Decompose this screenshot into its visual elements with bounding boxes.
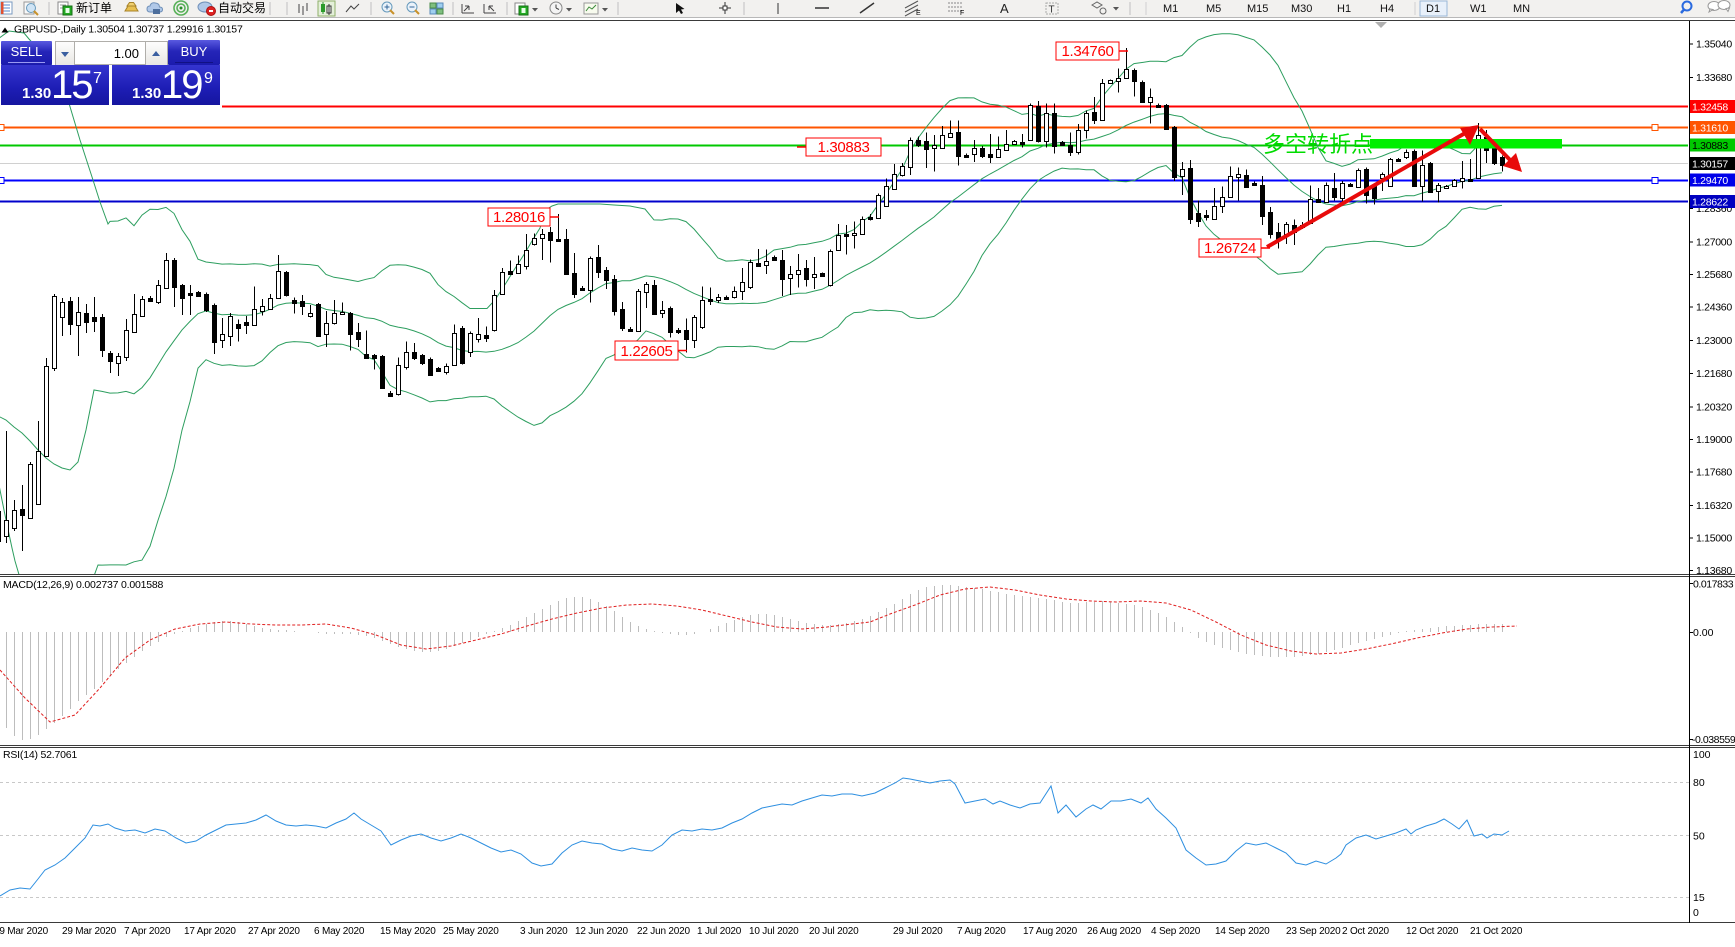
svg-text:1.32458: 1.32458 — [1692, 102, 1728, 114]
svg-text:19 Mar 2020: 19 Mar 2020 — [0, 926, 49, 937]
svg-text:-0.038559: -0.038559 — [1692, 734, 1735, 746]
svg-text:E: E — [916, 10, 921, 17]
svg-text:4 Sep 2020: 4 Sep 2020 — [1151, 926, 1201, 937]
svg-text:12 Oct 2020: 12 Oct 2020 — [1406, 926, 1459, 937]
svg-text:1.15000: 1.15000 — [1696, 532, 1732, 544]
svg-text:1.33680: 1.33680 — [1696, 72, 1732, 84]
svg-text:0.00: 0.00 — [1693, 627, 1714, 639]
svg-text:21 Oct 2020: 21 Oct 2020 — [1470, 926, 1523, 937]
svg-text:1.30157: 1.30157 — [1692, 159, 1728, 171]
svg-text:自动交易: 自动交易 — [218, 0, 266, 15]
svg-text:1.22605: 1.22605 — [620, 343, 672, 360]
svg-text:100: 100 — [1693, 749, 1711, 761]
svg-text:1.28622: 1.28622 — [1692, 197, 1728, 209]
svg-text:1.34760: 1.34760 — [1061, 43, 1113, 60]
svg-text:1.19000: 1.19000 — [1696, 434, 1732, 446]
svg-text:1.28016: 1.28016 — [493, 209, 545, 226]
svg-text:0: 0 — [1693, 907, 1699, 919]
svg-text:25 May 2020: 25 May 2020 — [443, 926, 499, 937]
svg-text:1.24360: 1.24360 — [1696, 302, 1732, 314]
svg-text:RSI(14) 52.7061: RSI(14) 52.7061 — [3, 749, 77, 761]
svg-text:1.30883: 1.30883 — [817, 139, 869, 156]
svg-text:M1: M1 — [1163, 3, 1178, 15]
svg-text:23 Sep 2020: 23 Sep 2020 — [1286, 926, 1341, 937]
svg-text:26 Aug 2020: 26 Aug 2020 — [1087, 926, 1142, 937]
svg-text:7 Aug 2020: 7 Aug 2020 — [957, 926, 1006, 937]
svg-text:29 Jul 2020: 29 Jul 2020 — [893, 926, 943, 937]
svg-text:29 Mar 2020: 29 Mar 2020 — [62, 926, 117, 937]
svg-text:M5: M5 — [1206, 3, 1221, 15]
svg-text:15: 15 — [1693, 892, 1705, 904]
svg-text:1.21680: 1.21680 — [1696, 368, 1732, 380]
svg-text:22 Jun 2020: 22 Jun 2020 — [637, 926, 690, 937]
svg-text:27 Apr 2020: 27 Apr 2020 — [248, 926, 300, 937]
svg-text:T: T — [1049, 5, 1055, 16]
svg-text:17 Apr 2020: 17 Apr 2020 — [184, 926, 236, 937]
svg-text:1.31610: 1.31610 — [1692, 123, 1728, 135]
svg-text:多空转折点: 多空转折点 — [1263, 132, 1373, 157]
svg-text:1.20320: 1.20320 — [1696, 401, 1732, 413]
svg-text:12 Jun 2020: 12 Jun 2020 — [575, 926, 628, 937]
svg-text:50: 50 — [1693, 831, 1705, 843]
svg-text:D1: D1 — [1426, 3, 1440, 15]
svg-text:14 Sep 2020: 14 Sep 2020 — [1215, 926, 1270, 937]
svg-text:1.23000: 1.23000 — [1696, 335, 1732, 347]
svg-text:0.017833: 0.017833 — [1693, 579, 1734, 591]
svg-text:F: F — [960, 10, 964, 17]
svg-text:10 Jul 2020: 10 Jul 2020 — [749, 926, 799, 937]
svg-text:1.30883: 1.30883 — [1692, 140, 1728, 152]
svg-text:1.17680: 1.17680 — [1696, 466, 1732, 478]
svg-text:M15: M15 — [1247, 3, 1268, 15]
svg-text:1.27000: 1.27000 — [1696, 237, 1732, 249]
svg-text:M30: M30 — [1291, 3, 1312, 15]
svg-text:2 Oct 2020: 2 Oct 2020 — [1342, 926, 1390, 937]
svg-text:1.35040: 1.35040 — [1696, 38, 1732, 50]
svg-text:MN: MN — [1513, 3, 1530, 15]
svg-text:1.13680: 1.13680 — [1696, 565, 1732, 577]
svg-text:1.16320: 1.16320 — [1696, 500, 1732, 512]
svg-text:1.25680: 1.25680 — [1696, 269, 1732, 281]
svg-text:6 May 2020: 6 May 2020 — [314, 926, 365, 937]
svg-text:1 Jul 2020: 1 Jul 2020 — [697, 926, 742, 937]
svg-text:3 Jun 2020: 3 Jun 2020 — [520, 926, 568, 937]
svg-text:MACD(12,26,9) 0.002737 0.00158: MACD(12,26,9) 0.002737 0.001588 — [3, 579, 164, 591]
svg-text:15 May 2020: 15 May 2020 — [380, 926, 436, 937]
svg-text:1.26724: 1.26724 — [1204, 240, 1256, 257]
svg-text:A: A — [1000, 1, 1009, 16]
svg-text:H1: H1 — [1337, 3, 1351, 15]
svg-text:GBPUSD-,Daily 1.30504 1.30737: GBPUSD-,Daily 1.30504 1.30737 1.29916 1.… — [14, 24, 243, 36]
svg-text:80: 80 — [1693, 777, 1705, 789]
svg-text:新订单: 新订单 — [76, 0, 112, 15]
svg-text:1.29470: 1.29470 — [1692, 175, 1728, 187]
svg-text:17 Aug 2020: 17 Aug 2020 — [1023, 926, 1078, 937]
svg-text:7 Apr 2020: 7 Apr 2020 — [124, 926, 171, 937]
svg-text:H4: H4 — [1380, 3, 1394, 15]
svg-text:W1: W1 — [1470, 3, 1487, 15]
svg-text:20 Jul 2020: 20 Jul 2020 — [809, 926, 859, 937]
